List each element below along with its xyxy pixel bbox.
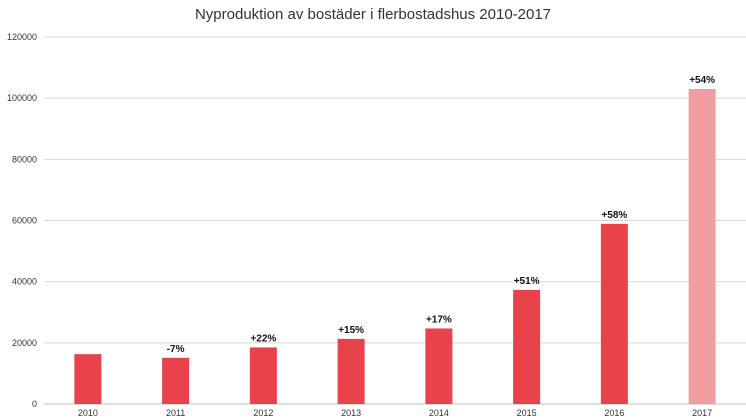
y-tick-label: 100000 — [7, 93, 37, 103]
chart-title: Nyproduktion av bostäder i flerbostadshu… — [194, 6, 552, 23]
data-label: +15% — [338, 325, 364, 336]
data-label: +17% — [426, 314, 452, 325]
data-label: +51% — [514, 276, 540, 287]
data-label: +54% — [689, 75, 715, 86]
x-tick-label: 2012 — [253, 408, 273, 418]
data-label: -7% — [167, 344, 185, 355]
bars — [74, 88, 716, 404]
data-label: +58% — [601, 210, 627, 221]
bar — [600, 223, 628, 404]
data-labels: -7% +22% +15% +17% +51% +58% +54% — [167, 75, 715, 355]
x-tick-label: 2017 — [692, 408, 712, 418]
y-tick-label: 60000 — [12, 216, 37, 226]
bar — [513, 289, 541, 404]
y-tick-label: 120000 — [7, 32, 37, 42]
x-tick-label: 2010 — [78, 408, 98, 418]
bar — [688, 88, 716, 404]
x-tick-label: 2011 — [166, 408, 185, 418]
y-tick-label: 80000 — [12, 154, 37, 164]
gridlines — [44, 36, 746, 405]
bar — [249, 347, 277, 404]
bar — [162, 357, 190, 404]
bar — [425, 328, 453, 404]
bar — [337, 338, 365, 404]
x-axis-ticks: 2010 2011 2012 2013 2014 2015 2016 2017 — [78, 408, 712, 418]
x-tick-label: 2013 — [341, 408, 361, 418]
y-tick-label: 40000 — [12, 277, 37, 287]
data-label: +22% — [250, 333, 276, 344]
x-tick-label: 2015 — [517, 408, 537, 418]
bar — [74, 354, 102, 404]
y-tick-label: 20000 — [12, 338, 37, 348]
y-tick-label: 0 — [32, 399, 37, 409]
x-tick-label: 2014 — [429, 408, 449, 418]
x-tick-label: 2016 — [604, 408, 624, 418]
y-axis-ticks: 0 20000 40000 60000 80000 100000 120000 — [7, 32, 37, 409]
